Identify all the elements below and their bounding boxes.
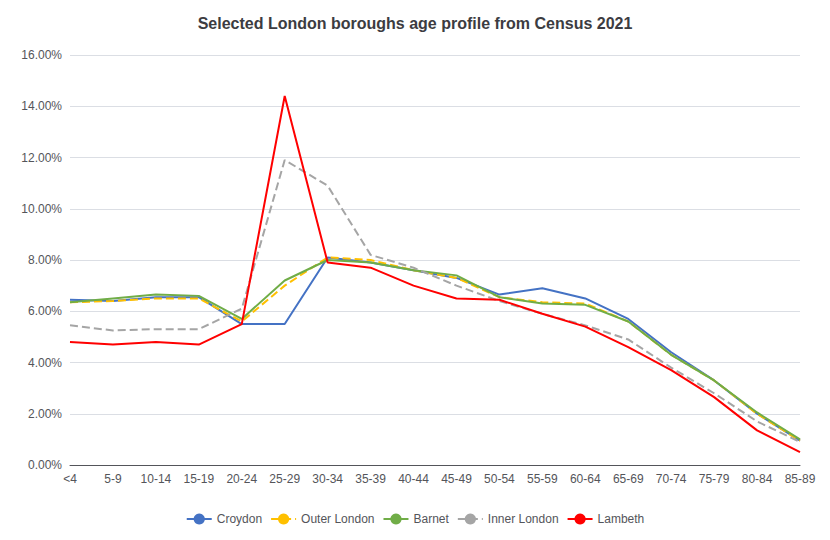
svg-text:75-79: 75-79 <box>699 472 730 486</box>
svg-text:30-34: 30-34 <box>312 472 343 486</box>
svg-text:14.00%: 14.00% <box>21 99 62 113</box>
svg-text:Outer London: Outer London <box>301 512 374 526</box>
svg-text:50-54: 50-54 <box>484 472 515 486</box>
svg-text:8.00%: 8.00% <box>28 253 62 267</box>
svg-text:85-89: 85-89 <box>785 472 816 486</box>
svg-text:Lambeth: Lambeth <box>598 512 645 526</box>
svg-text:20-24: 20-24 <box>226 472 257 486</box>
svg-text:12.00%: 12.00% <box>21 151 62 165</box>
svg-text:0.00%: 0.00% <box>28 458 62 472</box>
svg-text:60-64: 60-64 <box>570 472 601 486</box>
svg-text:Barnet: Barnet <box>413 512 449 526</box>
svg-text:70-74: 70-74 <box>656 472 687 486</box>
svg-text:25-29: 25-29 <box>269 472 300 486</box>
svg-text:Inner London: Inner London <box>488 512 559 526</box>
svg-text:10.00%: 10.00% <box>21 202 62 216</box>
svg-text:55-59: 55-59 <box>527 472 558 486</box>
svg-text:5-9: 5-9 <box>104 472 122 486</box>
svg-text:80-84: 80-84 <box>742 472 773 486</box>
svg-text:10-14: 10-14 <box>141 472 172 486</box>
svg-text:2.00%: 2.00% <box>28 407 62 421</box>
svg-text:<4: <4 <box>63 472 77 486</box>
svg-text:15-19: 15-19 <box>183 472 214 486</box>
svg-text:40-44: 40-44 <box>398 472 429 486</box>
svg-text:6.00%: 6.00% <box>28 304 62 318</box>
svg-text:16.00%: 16.00% <box>21 48 62 62</box>
svg-text:Selected London boroughs age p: Selected London boroughs age profile fro… <box>198 15 633 32</box>
svg-text:4.00%: 4.00% <box>28 356 62 370</box>
svg-text:Croydon: Croydon <box>217 512 262 526</box>
svg-text:35-39: 35-39 <box>355 472 386 486</box>
svg-text:65-69: 65-69 <box>613 472 644 486</box>
svg-text:45-49: 45-49 <box>441 472 472 486</box>
